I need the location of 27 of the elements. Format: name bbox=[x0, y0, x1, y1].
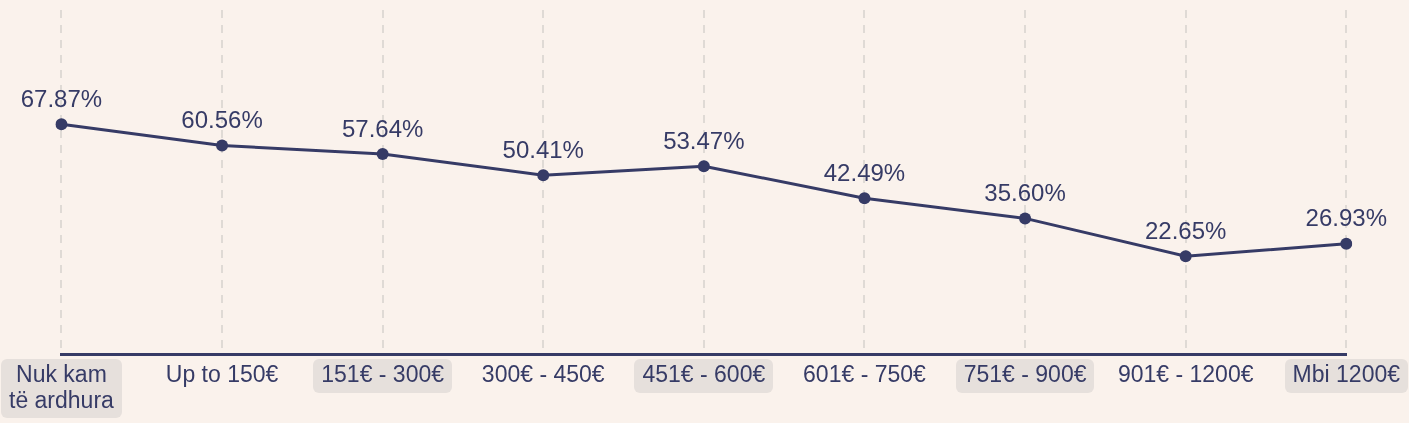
data-label: 67.87% bbox=[20, 84, 103, 112]
point bbox=[537, 169, 550, 182]
data-label: 42.49% bbox=[823, 158, 906, 186]
data-label: 60.56% bbox=[181, 106, 263, 134]
point bbox=[697, 160, 710, 173]
data-label: 22.65% bbox=[1144, 216, 1227, 244]
x-tick-label: Mbi 1200€ bbox=[1292, 361, 1401, 388]
point bbox=[1179, 250, 1192, 263]
point bbox=[1019, 212, 1032, 225]
x-tick-label: Nuk kam të ardhura bbox=[8, 361, 115, 413]
data-label: 57.64% bbox=[341, 114, 424, 142]
data-label: 26.93% bbox=[1305, 204, 1387, 232]
point bbox=[55, 118, 68, 131]
x-tick-label: 151€ - 300€ bbox=[321, 361, 445, 388]
point bbox=[216, 139, 229, 152]
x-tick-label: 601€ - 750€ bbox=[803, 361, 927, 388]
x-tick-label: 300€ - 450€ bbox=[481, 361, 605, 388]
x-tick-label: 901€ - 1200€ bbox=[1117, 361, 1254, 388]
x-tick-label: 751€ - 900€ bbox=[963, 361, 1087, 388]
point bbox=[1340, 237, 1353, 250]
data-label: 53.47% bbox=[663, 126, 745, 154]
data-label: 35.60% bbox=[984, 179, 1066, 207]
x-tick-label: 451€ - 600€ bbox=[642, 361, 766, 388]
point bbox=[376, 148, 389, 161]
x-tick-label: Up to 150€ bbox=[165, 361, 279, 388]
data-label: 50.41% bbox=[502, 135, 584, 163]
point bbox=[858, 192, 871, 205]
